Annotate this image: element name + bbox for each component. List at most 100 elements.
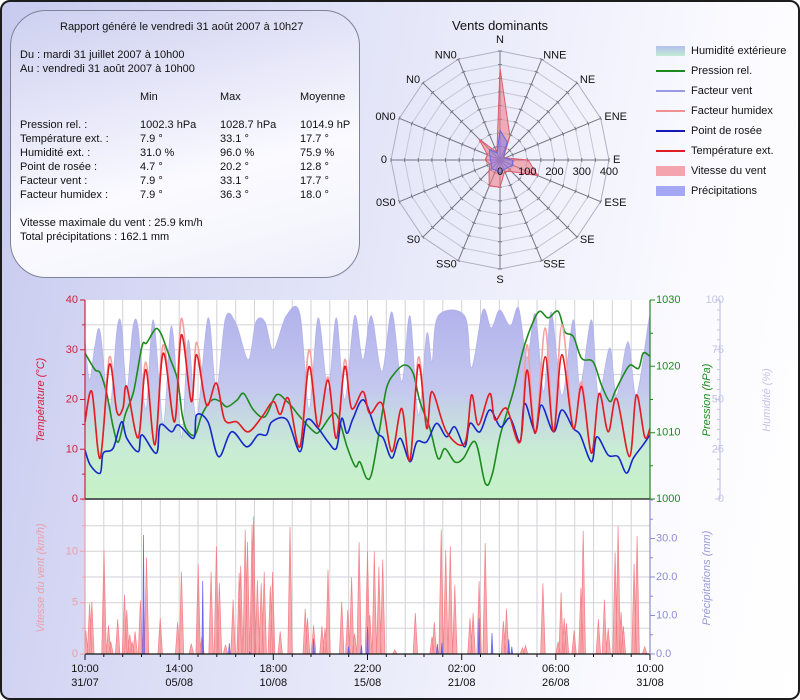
x-tick-date-label: 10/08 (260, 677, 288, 689)
temperature-line (84, 333, 651, 462)
legend-label: Humidité extérieure (691, 45, 787, 57)
legend-swatch-humidity (656, 46, 685, 56)
legend-item-temperature[interactable]: Température ext. (656, 144, 796, 158)
stat-label: Humidité ext. : (20, 147, 91, 159)
column-header-average: Moyenne (300, 91, 346, 103)
stat-min: 1002.3 hPa (140, 119, 197, 131)
humidity-tick-label: 0 (718, 493, 724, 505)
humidity-axis-title: Humidité (%) (761, 368, 773, 432)
stat-max: 36.3 ° (220, 189, 249, 201)
max-wind-text: Vitesse maximale du vent : 25.9 km/h (20, 217, 203, 229)
stat-max: 33.1 ° (220, 175, 249, 187)
legend-label: Facteur humidex (691, 105, 773, 117)
legend-item-wind-speed[interactable]: Vitesse du vent (656, 164, 796, 178)
column-header-max: Max (220, 91, 241, 103)
x-tick-time-label: 02:00 (448, 663, 476, 675)
stat-label: Température ext. : (20, 133, 109, 145)
x-tick-time-label: 10:00 (71, 663, 99, 675)
x-tick-time-label: 10:00 (636, 663, 664, 675)
rose-spoke (499, 116, 602, 161)
rose-area-precipitation (488, 128, 514, 174)
stat-max: 96.0 % (220, 147, 255, 159)
rose-direction-label: NNE (543, 50, 566, 62)
pressure-axis-title: Pression (hPa) (701, 363, 713, 436)
temperature-axis-ticks (80, 299, 85, 500)
rose-radial-tick-label: 200 (545, 166, 563, 178)
legend-label: Précipitations (691, 185, 758, 197)
stat-average: 17.7 ° (300, 133, 329, 145)
legend-item-wind-chill[interactable]: Facteur vent (656, 84, 796, 98)
x-tick-date-label: 26/08 (542, 677, 570, 689)
legend-label: Vitesse du vent (691, 165, 767, 177)
wind-speed-tick-label: 0 (72, 648, 78, 660)
rose-direction-label: SSE (543, 258, 565, 270)
rose-spoke (398, 159, 501, 204)
legend-swatch-humidex (656, 110, 685, 112)
wind-rose-chart: N NNE NE ENE E ESE SE SSE S SS0 S0 0S0 0 0N0 N0 NN0 0 100… (375, 18, 627, 286)
legend-item-humidex[interactable]: Facteur humidex (656, 104, 796, 118)
legend-item-pressure[interactable]: Pression rel. (656, 64, 796, 78)
rose-direction-label: N (496, 34, 504, 46)
precipitation-tick-label: 10.0 (656, 610, 677, 622)
wind-rose-title: Vents dominants (452, 18, 549, 33)
stat-label: Facteur humidex : (20, 189, 109, 201)
wind-speed-tick-label: 10 (66, 545, 78, 557)
stat-min: 7.9 ° (140, 189, 163, 201)
legend-label: Pression rel. (691, 65, 753, 77)
rose-direction-label: S (496, 274, 503, 286)
wind-precipitation-chart: 10:00 31/07 14:00 05/08 18:00 10/08 22:00 15/08… (66, 499, 677, 689)
stat-min: 31.0 % (140, 147, 175, 159)
legend-swatch-precipitation (656, 186, 685, 196)
stat-max: 1028.7 hPa (220, 119, 277, 131)
wind-speed-tick-label: 5 (72, 597, 78, 609)
pressure-line (84, 310, 651, 487)
rose-direction-label: ENE (604, 111, 627, 123)
rose-spoke (499, 81, 579, 161)
legend-swatch-wind-speed (656, 166, 685, 176)
rose-direction-label: 0N0 (375, 111, 395, 123)
precipitation-axis-ticks (650, 499, 655, 655)
rose-direction-label: SE (580, 234, 595, 246)
report-generated-text: Rapport généré le vendredi 31 août 2007 … (60, 21, 304, 33)
rose-direction-label: SS0 (436, 258, 457, 270)
report-summary-panel: Rapport généré le vendredi 31 août 2007 … (10, 10, 360, 278)
x-tick-date-label: 31/08 (636, 677, 664, 689)
pressure-axis-ticks (650, 299, 655, 500)
pressure-tick-label: 1030 (656, 294, 680, 306)
rose-direction-label: NN0 (435, 50, 457, 62)
rose-radial-tick-label: 100 (518, 166, 536, 178)
temperature-tick-label: 30 (66, 344, 78, 356)
precipitation-tick-label: 0.0 (656, 648, 671, 660)
x-tick-date-label: 15/08 (354, 677, 382, 689)
stat-label: Facteur vent : (20, 175, 88, 187)
rose-spoke (421, 159, 501, 239)
humidity-axis-ticks (715, 299, 720, 500)
rose-direction-label: 0 (381, 154, 387, 166)
rose-direction-label: S0 (407, 234, 420, 246)
stat-max: 20.2 ° (220, 161, 249, 173)
humidity-tick-label: 25 (712, 443, 724, 455)
stat-average: 75.9 % (300, 147, 335, 159)
rose-spoke (390, 158, 500, 162)
rose-direction-label: ESE (604, 197, 626, 209)
legend-label: Point de rosée (691, 125, 762, 137)
period-to-text: Au : vendredi 31 août 2007 à 10h00 (20, 63, 195, 75)
stat-max: 33.1 ° (220, 133, 249, 145)
pressure-tick-label: 1000 (656, 493, 680, 505)
period-from-text: Du : mardi 31 juillet 2007 à 10h00 (20, 49, 185, 61)
temperature-tick-label: 40 (66, 294, 78, 306)
column-header-min: Min (140, 91, 158, 103)
x-tick-date-label: 05/08 (165, 677, 193, 689)
legend-swatch-dew-point (656, 130, 685, 132)
legend-item-humidity[interactable]: Humidité extérieure (656, 44, 796, 58)
legend-item-dew-point[interactable]: Point de rosée (656, 124, 796, 138)
humidity-tick-label: 100 (706, 294, 724, 306)
stat-label: Point de rosée : (20, 161, 98, 173)
legend-item-precipitation[interactable]: Précipitations (656, 184, 796, 198)
temperature-tick-label: 20 (66, 394, 78, 406)
legend-label: Température ext. (691, 145, 774, 157)
x-axis-ticks (84, 654, 651, 660)
pressure-tick-label: 1010 (656, 427, 680, 439)
rose-radial-tick-label: 400 (600, 166, 618, 178)
wind-speed-axis-ticks (80, 499, 85, 655)
